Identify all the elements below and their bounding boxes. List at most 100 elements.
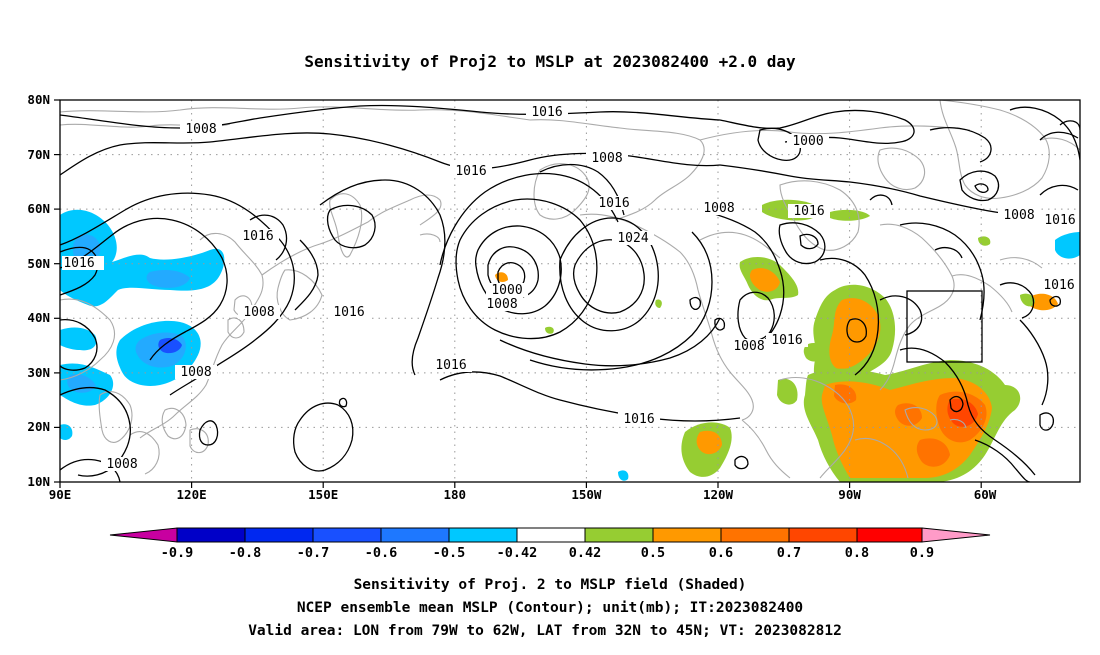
axis-ticks [54, 99, 982, 488]
map-area [60, 100, 1080, 482]
svg-text:1024: 1024 [617, 231, 648, 246]
caption-line: Sensitivity of Proj. 2 to MSLP field (Sh… [354, 577, 747, 593]
svg-text:1016: 1016 [771, 333, 802, 348]
colorbar-label: 0.7 [777, 545, 801, 561]
colorbar-label: -0.6 [365, 545, 398, 561]
lat-label: 10N [27, 474, 50, 489]
contour-label: 1008 [586, 151, 628, 166]
contour-label: 1016 [526, 105, 568, 120]
contour-label: 1000 [486, 283, 528, 298]
contour-label: 1000 [787, 134, 829, 149]
colorbar-cell [788, 527, 858, 543]
colorbar-cell [380, 527, 450, 543]
coastlines [60, 100, 1080, 479]
svg-text:1016: 1016 [455, 164, 486, 179]
lat-label: 40N [27, 310, 50, 325]
longitude-labels: 90E 120E 150E 180 150W 120W 90W 60W [49, 487, 997, 502]
contour-label: 1008 [238, 305, 280, 320]
latitude-labels: 80N 70N 60N 50N 40N 30N 20N 10N [27, 92, 50, 489]
svg-text:1008: 1008 [703, 201, 734, 216]
caption-line: NCEP ensemble mean MSLP (Contour); unit(… [297, 600, 803, 616]
lat-label: 50N [27, 256, 50, 271]
colorbar-label: 0.6 [709, 545, 733, 561]
contour-label: 1016 [788, 204, 830, 219]
svg-text:1016: 1016 [793, 204, 824, 219]
colorbar-label: -0.8 [229, 545, 262, 561]
contour-labels: 1016 1008 1000 1008 1016 1016 1008 1016 … [62, 105, 1082, 472]
contour-label: 1008 [998, 208, 1040, 223]
svg-text:1016: 1016 [598, 196, 629, 211]
contour-label: 1016 [1040, 213, 1082, 228]
lat-label: 60N [27, 201, 50, 216]
svg-text:1008: 1008 [591, 151, 622, 166]
lon-label: 180 [444, 487, 467, 502]
lon-label: 120W [703, 487, 734, 502]
colorbar-label: -0.9 [161, 545, 194, 561]
lon-label: 90W [838, 487, 861, 502]
colorbar-cell [584, 527, 654, 543]
colorbar-cell [312, 527, 382, 543]
contour-label: 1016 [62, 256, 104, 271]
svg-text:1016: 1016 [242, 229, 273, 244]
caption: Sensitivity of Proj. 2 to MSLP field (Sh… [248, 577, 842, 639]
colorbar-label: 0.42 [569, 545, 602, 561]
lon-label: 60W [974, 487, 997, 502]
colorbar-cell [652, 527, 722, 543]
svg-text:1008: 1008 [180, 365, 211, 380]
valid-area-box [906, 290, 983, 363]
contour-label: 1016 [618, 412, 660, 427]
svg-text:1016: 1016 [1044, 213, 1075, 228]
svg-text:1016: 1016 [435, 358, 466, 373]
svg-text:1008: 1008 [106, 457, 137, 472]
svg-text:1016: 1016 [623, 412, 654, 427]
svg-text:1000: 1000 [792, 134, 823, 149]
colorbar-label: 0.8 [845, 545, 869, 561]
contour-label: 1008 [180, 122, 222, 137]
colorbar-cell [720, 527, 790, 543]
map-title: Sensitivity of Proj2 to MSLP at 20230824… [304, 52, 796, 71]
lon-label: 90E [49, 487, 72, 502]
contour-label: 1008 [101, 457, 143, 472]
svg-text:1008: 1008 [486, 297, 517, 312]
map-frame [59, 99, 1081, 483]
colorbar-label: -0.42 [497, 545, 538, 561]
colorbar-cell [516, 527, 586, 543]
svg-text:1008: 1008 [185, 122, 216, 137]
contour-label: 1016 [237, 229, 279, 244]
colorbar-label: 0.9 [910, 545, 934, 561]
contour-label: 1016 [593, 196, 635, 211]
svg-text:1016: 1016 [1043, 278, 1074, 293]
colorbar-cell [244, 527, 314, 543]
lon-label: 150E [308, 487, 338, 502]
lon-label: 150W [571, 487, 602, 502]
svg-text:1008: 1008 [243, 305, 274, 320]
colorbar-arrow-right [921, 527, 991, 543]
lat-label: 30N [27, 365, 50, 380]
colorbar-arrow-left [109, 527, 178, 543]
contour-label: 1016 [1038, 278, 1080, 293]
caption-line: Valid area: LON from 79W to 62W, LAT fro… [248, 623, 842, 639]
contour-label: 1008 [728, 339, 770, 354]
lat-label: 70N [27, 147, 50, 162]
colorbar-cell [448, 527, 518, 543]
colorbar-cell [856, 527, 923, 543]
svg-text:1016: 1016 [531, 105, 562, 120]
contour-label: 1016 [766, 333, 808, 348]
mslp-contours [60, 104, 1080, 482]
contour-label: 1016 [450, 164, 492, 179]
contour-label: 1008 [698, 201, 740, 216]
grid-lines [60, 100, 1080, 482]
colorbar-label: -0.5 [433, 545, 466, 561]
contour-label: 1024 [612, 231, 654, 246]
svg-text:1008: 1008 [733, 339, 764, 354]
contour-label: 1008 [481, 297, 523, 312]
contour-label: 1016 [430, 358, 472, 373]
colorbar-label: 0.5 [641, 545, 665, 561]
colorbar-cell [176, 527, 246, 543]
contour-label: 1016 [328, 305, 370, 320]
lat-label: 20N [27, 419, 50, 434]
svg-text:1008: 1008 [1003, 208, 1034, 223]
svg-text:1016: 1016 [333, 305, 364, 320]
contour-label: 1008 [175, 365, 217, 380]
lat-label: 80N [27, 92, 50, 107]
